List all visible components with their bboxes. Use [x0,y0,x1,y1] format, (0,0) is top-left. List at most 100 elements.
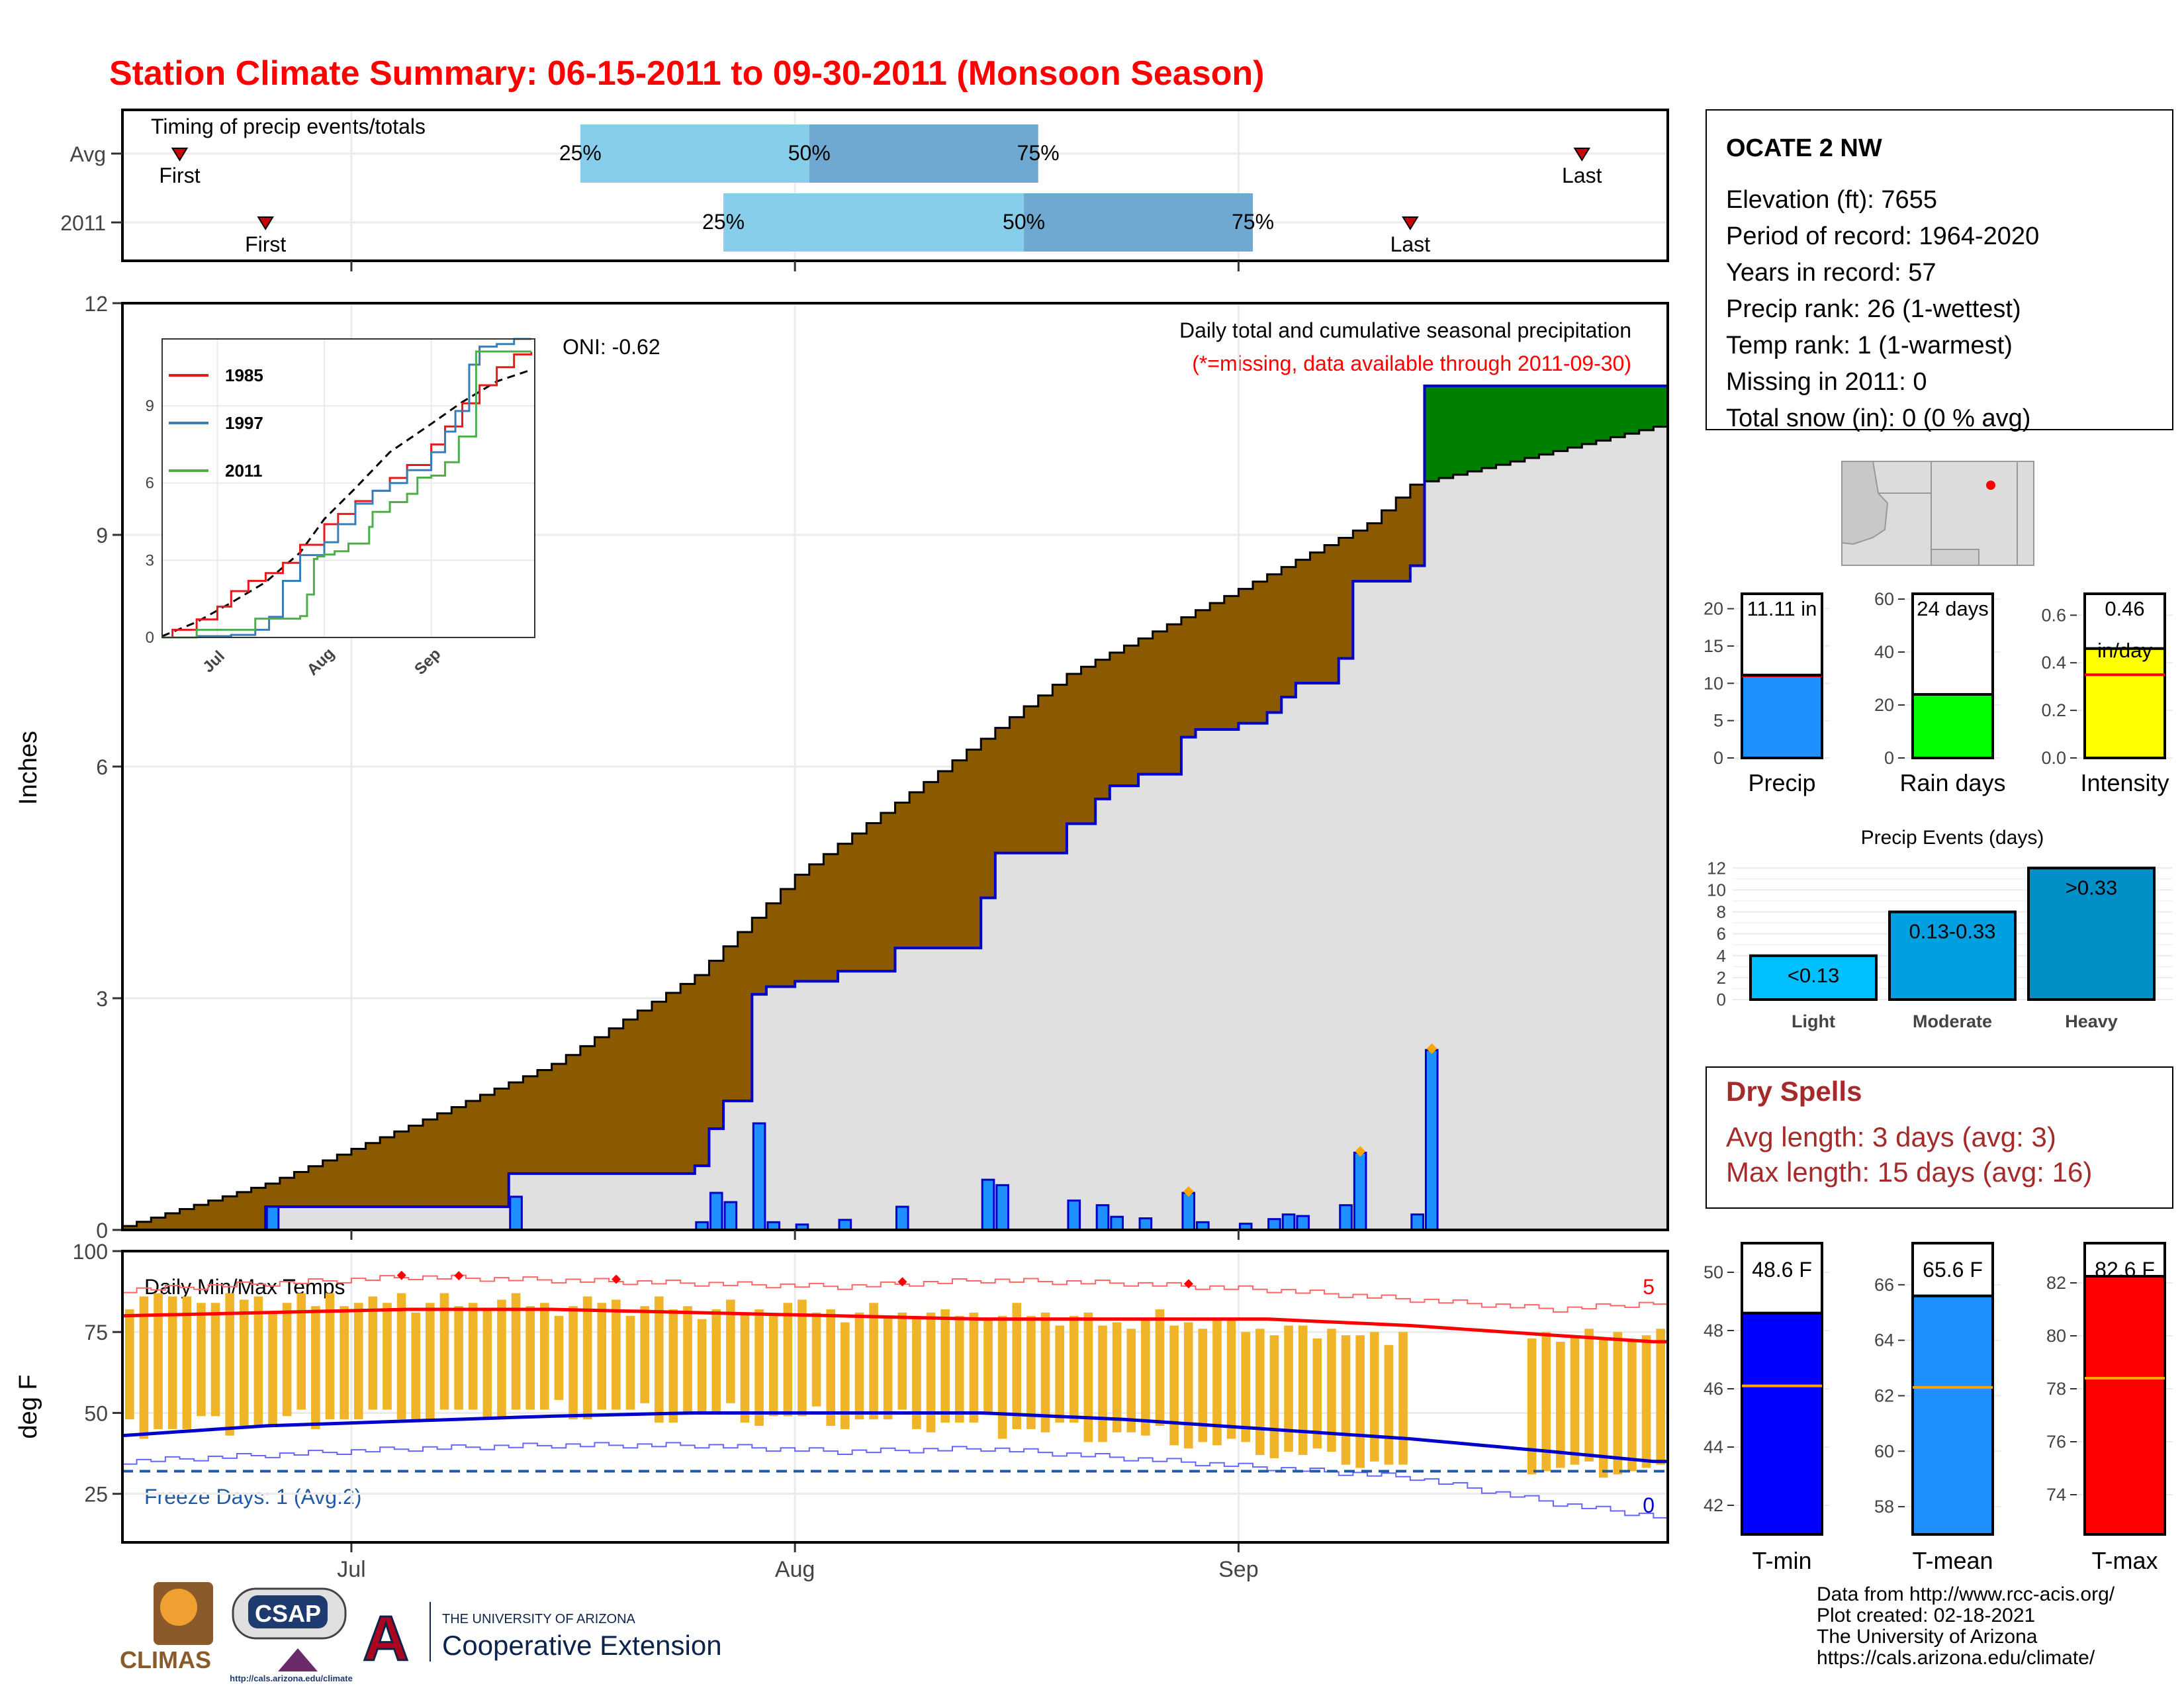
daily-temp-range-bar [1241,1332,1251,1442]
observed-cumulative-line [122,384,1668,1231]
temp-bar-t-min-y-tick-label: 46 [1704,1379,1723,1399]
precip-surplus-area [1567,385,1582,448]
precip-deficit-area [122,1226,138,1230]
daily-temp-range-bar [253,1296,263,1426]
precip-deficit-area [236,1192,252,1230]
summary-intensity-axis-label: Intensity [2080,769,2169,796]
precip-deficit-area [308,1166,324,1207]
daily-temp-range-bar [1212,1319,1222,1446]
station-name: OCATE 2 NW [1726,134,1882,162]
station-temp-rank: Temp rank: 1 (1-warmest) [1726,332,2013,359]
daily-precip-bar [1267,1218,1281,1231]
daily-precip-bar [509,1196,523,1231]
inset-legend-label-1985: 1985 [225,365,263,385]
precip-deficit-area [895,802,910,949]
station-precip-rank: Precip rank: 26 (1-wettest) [1726,295,2021,323]
precip-deficit-area [1009,717,1024,853]
precip-deficit-area [1310,552,1325,683]
precip-deficit-area [408,1125,424,1207]
temp-bar-t-max-value-bar [2083,1266,2166,1536]
precip-deficit-area [1210,603,1225,729]
precip-deficit-area [222,1196,238,1230]
temp-bar-t-mean-y-tick-label: 62 [1874,1385,1894,1405]
daily-temp-range-bar [426,1303,435,1420]
summary-precip-y-tick-label: 5 [1713,711,1723,731]
extreme-event-marker [1355,1146,1366,1157]
precip-surplus-area [1653,385,1668,427]
daily-temp-range-bar [1384,1344,1394,1465]
daily-temp-range-bar [1598,1338,1608,1478]
precip-y-axis-label: Inches [15,731,42,805]
timing-percent-label: 50% [1003,210,1045,234]
precip-deficit-area [1410,485,1426,566]
daily-temp-range-bar [1584,1329,1594,1462]
precip-deficit-area [651,1002,667,1174]
summary-intensity-value-label: 0.46 [2105,597,2144,620]
timing-label: Timing of precip events/totals [151,115,426,138]
precip-y-tick-label: 6 [96,755,108,779]
month-tick-label: Aug [775,1557,815,1582]
daily-temp-range-bar [497,1299,506,1420]
summary-intensity-unit-label: in/day [2097,639,2152,662]
inset-background [162,339,535,637]
csap-logo-mountain [278,1648,318,1671]
daily-temp-range-bar [954,1315,964,1423]
precip-frame [121,302,1669,1231]
precip-y-tick-label: 0 [96,1219,108,1243]
daily-temp-range-bar [1284,1325,1293,1452]
precip-deficit-area [1124,645,1139,786]
precip-deficit-area [1109,652,1125,786]
precip-deficit-area [923,782,938,949]
timing-first-marker [257,216,274,230]
summary-intensity-y-tick-label: 0.6 [2041,605,2066,625]
dry-spells-avg: Avg length: 3 days (avg: 3) [1726,1121,2056,1152]
precip-deficit-area [637,1010,653,1174]
precip-deficit-area [251,1188,266,1230]
summary-intensity-label-box [2083,592,2166,650]
timing-first-marker [171,148,189,162]
precip-deficit-area [194,1205,209,1230]
temp-bar-t-mean-y-tick-label: 58 [1874,1497,1894,1517]
daily-temp-range-bar [912,1315,921,1429]
temp-bar-t-mean-y-tick-label: 64 [1874,1331,1894,1350]
precip-surplus-area [1639,385,1654,430]
summary-precip-axis-label: Precip [1748,769,1815,796]
inset-frame [161,338,535,638]
summary-rain-days-label-box [1911,592,1994,696]
precip-deficit-area [351,1149,367,1207]
record-min-line [122,1442,1668,1519]
daily-precip-bar [265,1205,280,1231]
daily-temp-range-bar [239,1299,249,1426]
daily-temp-range-bar [1198,1329,1208,1442]
extreme-event-marker [1183,1186,1194,1197]
precip-deficit-area [1081,667,1096,824]
precip-deficit-area [1038,695,1053,853]
precip-y-tick-label: 9 [96,524,108,547]
temp-frame [121,1250,1669,1544]
station-elevation: Elevation (ft): 7655 [1726,186,1937,214]
daily-temp-range-bar [1369,1332,1379,1462]
timing-percent-label: 75% [1017,141,1060,165]
daily-temp-range-bar [697,1319,707,1413]
daily-temp-range-bar [1556,1341,1565,1468]
precip-deficit-area [666,992,681,1174]
precip-deficit-area [265,1184,281,1207]
daily-precip-bar [981,1178,995,1231]
temp-y-axis-label: deg F [15,1374,42,1438]
precip-deficit-area [136,1221,152,1230]
precip-deficit-area [1052,684,1068,853]
freeze-days-label: Freeze Days: 1 (Avg:2) [144,1485,361,1509]
precip-deficit-area [1224,596,1239,729]
daily-temp-range-bar [654,1296,664,1423]
daily-temp-range-bar [1112,1322,1122,1432]
events-y-tick-label: 12 [1707,858,1726,878]
precip-deficit-area [623,1019,638,1174]
precip-deficit-area [437,1113,452,1207]
precip-surplus-area [1524,385,1540,458]
daily-temp-range-bar [325,1293,335,1420]
temp-bar-t-min-value-label: 48.6 F [1752,1258,1812,1282]
daily-precip-bar [1138,1217,1153,1231]
daily-temp-range-bar [597,1303,607,1410]
precip-deficit-area [279,1178,295,1207]
logos: CLIMAS CSAP http://cals.arizona.edu/clim… [120,1582,722,1683]
